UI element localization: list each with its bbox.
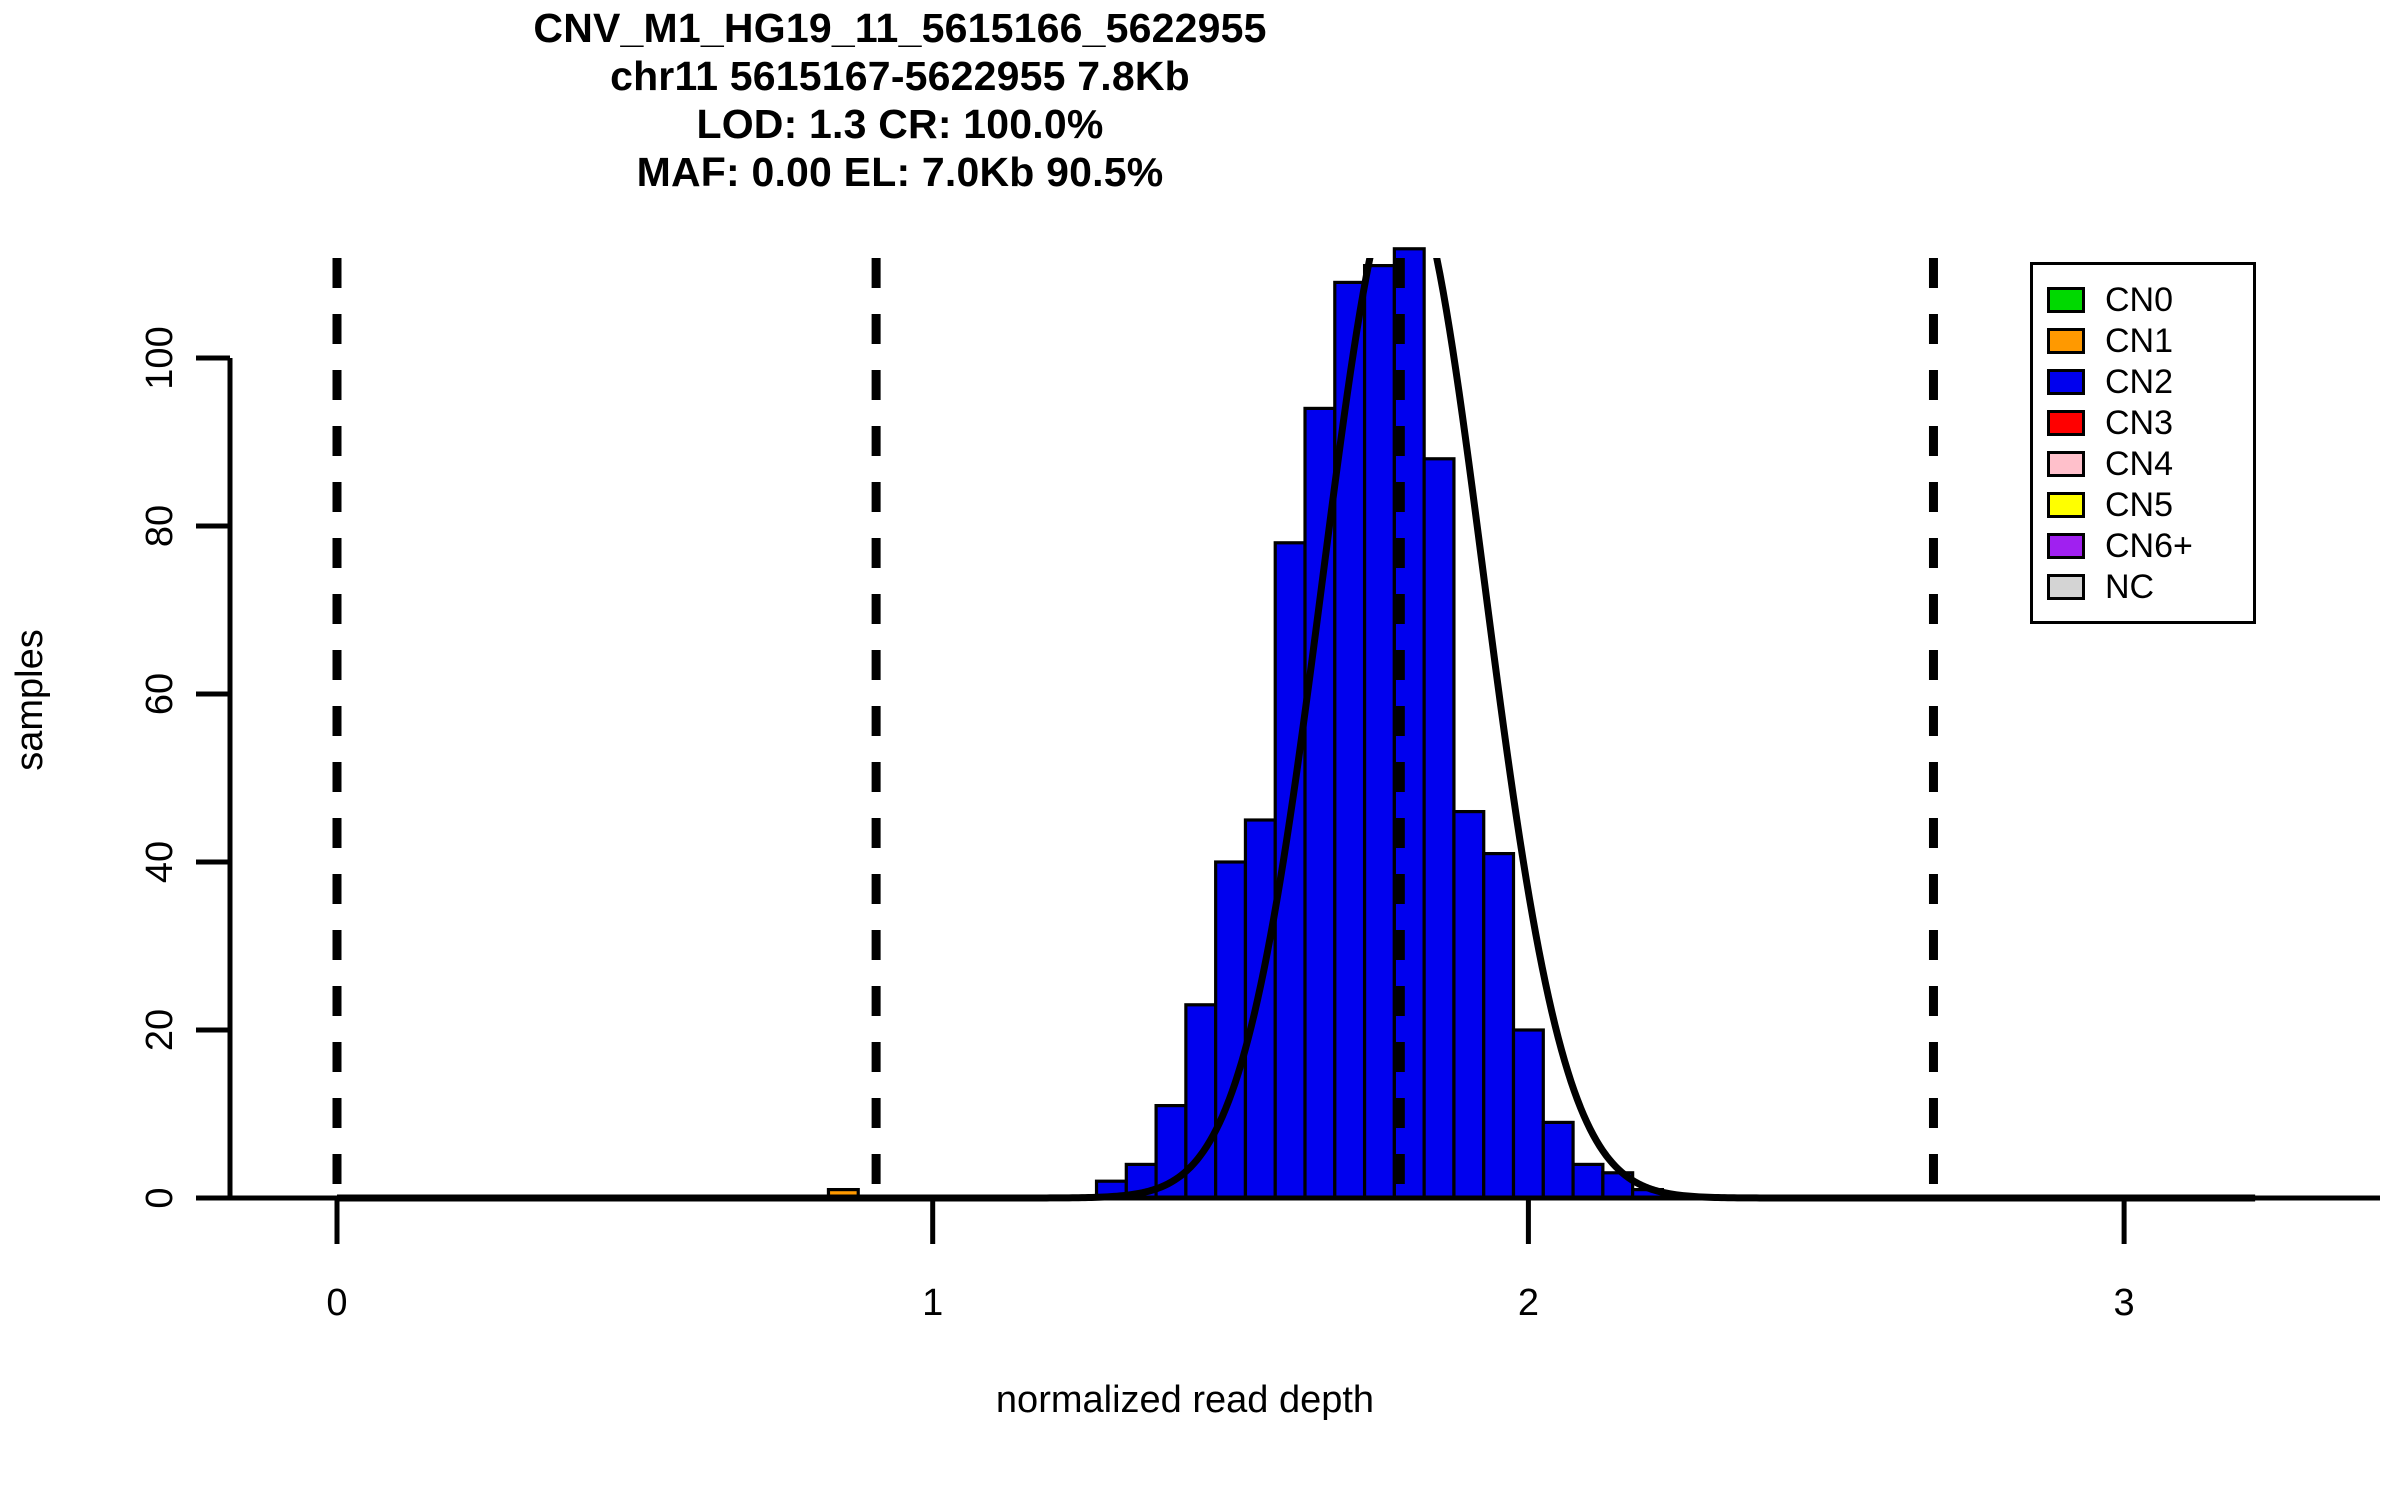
legend-label-cn2: CN2 (2105, 362, 2174, 401)
legend-swatch-cn3 (2047, 409, 2085, 436)
y-axis-label: samples (9, 629, 51, 771)
legend-swatch-cn4 (2047, 450, 2085, 477)
y-tick-label: 40 (139, 841, 181, 883)
x-tick-label: 1 (922, 1282, 943, 1324)
y-tick-label: 20 (139, 1009, 181, 1051)
histogram-bar (1214, 860, 1248, 1200)
legend-item[interactable]: CN6+ (2047, 525, 2243, 566)
y-tick-label: 60 (139, 673, 181, 715)
legend-item[interactable]: CN3 (2047, 402, 2243, 443)
y-tick-label: 80 (139, 505, 181, 547)
legend-label-cn5: CN5 (2105, 485, 2174, 524)
legend-swatch-cn0 (2047, 286, 2085, 313)
histogram-bar (1452, 809, 1486, 1200)
legend-label-cn4: CN4 (2105, 444, 2174, 483)
legend-label-nc: NC (2105, 567, 2155, 606)
title-line-2: chr11 5615167-5622955 7.8Kb (610, 53, 1190, 99)
legend-label-cn1: CN1 (2105, 321, 2174, 360)
x-tick-label: 0 (326, 1282, 347, 1324)
threshold-lines (332, 258, 1938, 1198)
legend: CN0 CN1 CN2 CN3 CN4 CN5 CN6+ NC (2030, 262, 2256, 624)
legend-swatch-nc (2047, 573, 2085, 600)
x-tick-label: 2 (1518, 1282, 1539, 1324)
legend-item[interactable]: CN0 (2047, 279, 2243, 320)
legend-item[interactable]: CN5 (2047, 484, 2243, 525)
legend-label-cn0: CN0 (2105, 280, 2174, 319)
histogram-bar (1362, 264, 1396, 1200)
title-line-1: CNV_M1_HG19_11_5615166_5622955 (533, 5, 1267, 51)
legend-label-cn6plus: CN6+ (2105, 526, 2193, 565)
histogram-bar (1482, 851, 1516, 1200)
x-tick-label: 3 (2114, 1282, 2135, 1324)
legend-label-cn3: CN3 (2105, 403, 2174, 442)
histogram-bar (1422, 457, 1456, 1200)
histogram-bar (1184, 1003, 1218, 1200)
legend-swatch-cn1 (2047, 327, 2085, 354)
y-tick-label: 100 (139, 326, 181, 389)
histogram-bar (1511, 1028, 1545, 1200)
histogram-bars (826, 247, 1665, 1200)
histogram-bar (1541, 1120, 1575, 1200)
chart-title: CNV_M1_HG19_11_5615166_5622955 chr11 561… (0, 4, 1800, 196)
axes (196, 355, 2380, 1244)
legend-swatch-cn6plus (2047, 532, 2085, 559)
legend-item[interactable]: NC (2047, 566, 2243, 607)
histogram-bar (1333, 280, 1367, 1200)
tick-labels: 0 1 2 3 0 20 40 60 80 100 (139, 326, 2135, 1324)
histogram-bar (1243, 818, 1277, 1200)
legend-swatch-cn5 (2047, 491, 2085, 518)
x-axis-label: normalized read depth (996, 1379, 1374, 1421)
title-line-4: MAF: 0.00 EL: 7.0Kb 90.5% (636, 149, 1164, 195)
histogram-bar (1571, 1162, 1605, 1200)
legend-item[interactable]: CN4 (2047, 443, 2243, 484)
legend-swatch-cn2 (2047, 368, 2085, 395)
legend-item[interactable]: CN2 (2047, 361, 2243, 402)
y-tick-label: 0 (139, 1187, 181, 1208)
legend-item[interactable]: CN1 (2047, 320, 2243, 361)
title-line-3: LOD: 1.3 CR: 100.0% (696, 101, 1104, 147)
